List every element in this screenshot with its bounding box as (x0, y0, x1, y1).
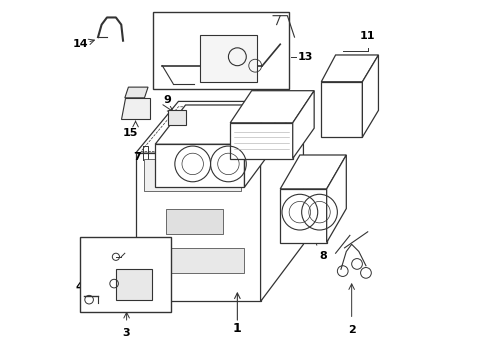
Polygon shape (321, 55, 378, 82)
FancyBboxPatch shape (153, 12, 288, 89)
Polygon shape (144, 158, 241, 191)
Polygon shape (280, 155, 346, 189)
Polygon shape (230, 91, 313, 123)
Polygon shape (244, 105, 274, 187)
Polygon shape (135, 153, 260, 301)
Text: 10: 10 (249, 70, 264, 80)
Polygon shape (321, 82, 362, 137)
Polygon shape (280, 189, 326, 243)
Text: 15: 15 (122, 128, 138, 138)
Polygon shape (155, 144, 244, 187)
Text: 8: 8 (319, 251, 326, 261)
Text: 9: 9 (163, 95, 171, 105)
Polygon shape (260, 102, 303, 301)
Text: 12: 12 (359, 63, 375, 73)
Text: 4: 4 (76, 282, 83, 292)
Polygon shape (124, 87, 148, 98)
Polygon shape (162, 248, 244, 273)
Polygon shape (155, 105, 274, 144)
Polygon shape (326, 155, 346, 243)
Polygon shape (135, 102, 303, 153)
Polygon shape (121, 98, 149, 119)
Text: 11: 11 (359, 31, 375, 41)
Text: 7: 7 (133, 152, 141, 162)
FancyBboxPatch shape (200, 35, 257, 82)
Text: 13: 13 (298, 52, 313, 62)
FancyBboxPatch shape (80, 237, 171, 312)
FancyBboxPatch shape (116, 269, 151, 300)
Polygon shape (165, 208, 223, 234)
Polygon shape (167, 111, 185, 125)
Text: 1: 1 (232, 322, 241, 335)
Text: 3: 3 (122, 328, 130, 338)
Polygon shape (362, 55, 378, 137)
Polygon shape (230, 123, 292, 158)
Text: 6: 6 (95, 252, 103, 262)
Text: 5: 5 (96, 273, 103, 283)
Text: 14: 14 (72, 39, 88, 49)
Text: 2: 2 (347, 325, 355, 335)
Polygon shape (292, 91, 313, 158)
